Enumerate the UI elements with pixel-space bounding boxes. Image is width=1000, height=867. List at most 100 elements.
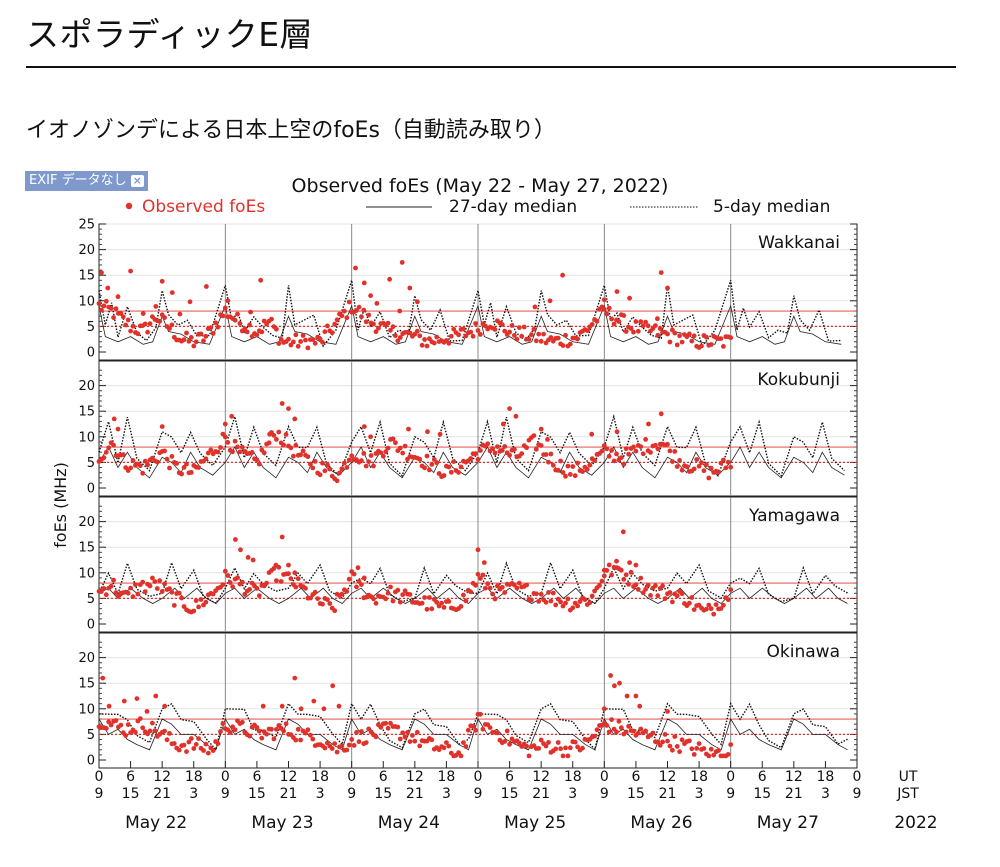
jst-tick-label: 9 [474,786,483,802]
observed-point-wakkanai [621,313,627,318]
observed-point-kokubunji [584,466,590,472]
jst-tick-label: 15 [753,786,771,802]
observed-point-okinawa [555,740,561,745]
observed-point-okinawa [516,740,522,746]
observed-point-okinawa [354,730,359,735]
observed-point-yamagawa [546,590,551,595]
observed-point-kokubunji [655,446,661,452]
observed-point-okinawa [363,740,369,745]
observed-point-wakkanai [303,337,308,343]
observed-point-okinawa [385,725,391,731]
observed-point-kokubunji [550,462,556,468]
observed-point-yamagawa [325,597,330,602]
observed-point-yamagawa [264,580,269,586]
observed-point-kokubunji [606,453,612,459]
observed-point-yamagawa [288,576,294,581]
observed-point-okinawa [592,733,597,739]
observed-point-wakkanai [657,326,663,331]
ytick-label-yamagawa-0: 0 [87,618,95,633]
observed-point-yamagawa [159,589,165,594]
observed-point-okinawa [133,729,138,735]
observed-point-kokubunji [286,406,291,411]
median5-line-kokubunji [98,413,845,477]
observed-point-okinawa [618,725,624,731]
close-icon[interactable]: × [130,174,144,187]
observed-point-okinawa [162,728,168,734]
observed-point-okinawa [612,683,617,689]
observed-point-yamagawa [157,578,163,583]
observed-point-wakkanai [220,313,226,319]
observed-point-kokubunji [327,466,333,472]
observed-point-okinawa [113,718,119,723]
observed-point-okinawa [480,726,486,732]
observed-point-yamagawa [422,595,427,600]
observed-point-okinawa [565,753,571,759]
observed-point-kokubunji [128,465,134,471]
observed-point-okinawa [351,743,357,748]
observed-point-yamagawa [140,579,146,585]
observed-point-wakkanai [344,315,350,321]
observed-point-okinawa [259,735,265,741]
observed-point-wakkanai [419,342,425,348]
ytick-label-okinawa-15: 15 [78,677,95,692]
observed-point-yamagawa [618,567,624,573]
ut-tick-label: 18 [438,769,456,785]
observed-point-kokubunji [230,449,236,455]
observed-point-kokubunji [560,470,566,475]
observed-point-kokubunji [723,465,729,471]
observed-point-kokubunji [485,441,491,447]
observed-point-yamagawa [463,598,469,604]
observed-point-kokubunji [546,459,551,465]
observed-point-okinawa [322,745,328,751]
observed-point-kokubunji [349,453,355,459]
observed-point-okinawa [616,718,622,724]
observed-point-okinawa [637,703,643,709]
observed-point-yamagawa [495,583,500,589]
ut-tick-label: 18 [817,769,835,785]
observed-point-okinawa [311,698,317,704]
observed-point-kokubunji [261,450,267,456]
observed-point-kokubunji [237,449,243,455]
observed-point-yamagawa [516,580,522,586]
observed-point-kokubunji [337,470,342,476]
jst-tick-label: 21 [153,786,171,802]
observed-point-yamagawa [286,562,291,568]
observed-point-okinawa [543,743,549,749]
observed-point-yamagawa [627,560,632,565]
observed-point-kokubunji [174,461,180,466]
observed-point-yamagawa [254,586,260,591]
observed-point-kokubunji [667,448,673,454]
observed-point-kokubunji [587,462,593,468]
observed-point-kokubunji [633,448,639,454]
observed-point-yamagawa [687,600,692,606]
jst-tick-label: 9 [600,786,609,802]
jst-tick-label: 15 [248,786,266,802]
observed-point-yamagawa [643,586,648,592]
observed-point-yamagawa [458,604,464,609]
observed-point-yamagawa [256,593,262,599]
observed-point-okinawa [191,746,197,751]
observed-point-okinawa [298,706,304,712]
median5-line-yamagawa [98,560,848,605]
observed-point-yamagawa [111,577,116,583]
observed-point-kokubunji [281,442,286,448]
observed-point-wakkanai [140,311,146,316]
observed-point-wakkanai [213,320,219,326]
observed-point-yamagawa [609,572,614,578]
observed-point-yamagawa [327,601,333,606]
jst-tick-label: 9 [726,786,735,802]
observed-point-okinawa [728,742,734,747]
observed-point-okinawa [558,746,563,752]
observed-point-kokubunji [390,436,396,442]
observed-point-yamagawa [388,584,393,590]
observed-point-yamagawa [713,602,719,607]
observed-point-kokubunji [229,413,235,419]
observed-point-kokubunji [694,457,700,462]
median5-line-wakkanai [98,280,842,348]
ut-tick-label: 0 [95,769,104,785]
observed-point-wakkanai [203,333,209,339]
jst-tick-label: 3 [695,786,704,802]
observed-point-kokubunji [728,464,734,470]
median27-line-yamagawa [98,587,848,604]
observed-point-kokubunji [288,445,294,451]
